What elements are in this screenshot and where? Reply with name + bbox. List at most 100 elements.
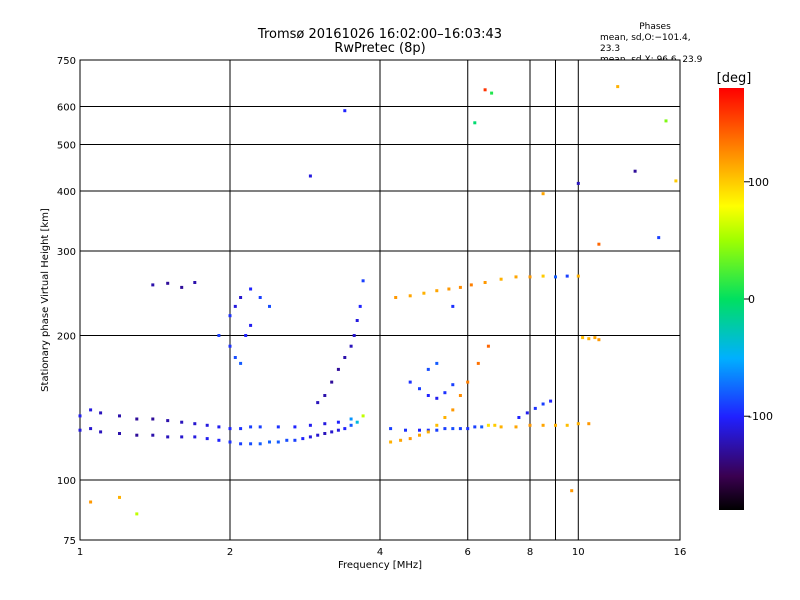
data-point	[517, 416, 521, 419]
data-point	[89, 408, 93, 412]
data-point	[349, 417, 353, 421]
grid-lines	[80, 60, 680, 540]
data-point	[633, 169, 637, 173]
data-point	[349, 344, 353, 348]
colorbar-tick-label: 0	[748, 293, 755, 306]
data-point	[473, 425, 477, 429]
data-point	[78, 428, 82, 432]
data-point	[565, 423, 569, 427]
data-point	[447, 287, 451, 291]
x-tick-label: 1	[77, 547, 83, 558]
data-point	[533, 406, 537, 410]
data-points	[78, 85, 678, 516]
colorbar-unit: [deg]	[717, 71, 752, 86]
data-point	[570, 489, 574, 493]
data-point	[664, 119, 668, 123]
data-point	[293, 438, 297, 442]
data-point	[358, 304, 362, 308]
data-point	[466, 380, 470, 384]
data-point	[151, 283, 155, 287]
data-point	[293, 425, 297, 429]
data-point	[493, 423, 497, 427]
data-point	[118, 495, 121, 499]
data-point	[217, 438, 221, 442]
data-point	[576, 274, 580, 278]
data-point	[576, 422, 580, 426]
title-line-1: Tromsø 20161026 16:02:00–16:03:43	[257, 27, 503, 42]
data-point	[239, 296, 243, 299]
data-point	[239, 442, 243, 446]
data-point	[166, 419, 170, 423]
data-point	[180, 435, 184, 439]
data-point	[323, 394, 327, 397]
data-point	[418, 387, 421, 391]
data-point	[180, 285, 184, 289]
data-point	[426, 428, 430, 432]
data-point	[217, 334, 221, 337]
data-point	[323, 432, 327, 435]
data-point	[193, 435, 197, 439]
y-tick-label: 600	[57, 103, 76, 114]
data-point	[233, 356, 237, 359]
data-point	[541, 274, 545, 278]
data-point	[541, 192, 545, 196]
data-point	[228, 440, 232, 444]
data-point	[249, 442, 253, 446]
data-point	[408, 294, 412, 298]
data-point	[151, 433, 155, 437]
data-point	[268, 440, 271, 444]
data-point	[336, 428, 340, 432]
data-point	[316, 433, 320, 437]
data-point	[581, 336, 585, 340]
data-point	[486, 344, 490, 348]
data-point	[249, 323, 253, 327]
data-point	[476, 361, 480, 365]
colorbar	[719, 88, 744, 510]
data-point	[554, 275, 557, 279]
data-point	[404, 428, 407, 432]
data-point	[469, 283, 473, 287]
data-point	[466, 427, 470, 431]
data-point	[301, 437, 305, 441]
data-point	[244, 334, 248, 337]
data-point	[554, 423, 557, 427]
data-point	[228, 344, 232, 348]
data-point	[239, 427, 243, 431]
x-tick-label: 2	[227, 547, 233, 558]
data-point	[258, 442, 262, 446]
data-point	[443, 391, 447, 395]
data-point	[483, 281, 487, 284]
data-point	[597, 242, 601, 246]
data-point	[228, 427, 232, 431]
data-point	[616, 85, 620, 89]
y-tick-label: 200	[57, 332, 76, 343]
data-point	[135, 433, 139, 437]
data-point	[78, 414, 82, 418]
data-point	[336, 420, 340, 424]
data-point	[389, 427, 393, 431]
data-point	[426, 430, 430, 434]
data-point	[361, 279, 365, 283]
data-point	[228, 314, 232, 318]
y-tick-label: 500	[57, 141, 76, 152]
data-point	[166, 281, 170, 285]
data-point	[587, 422, 591, 426]
data-point	[268, 304, 271, 308]
y-tick-label: 400	[57, 187, 76, 198]
data-point	[276, 440, 280, 444]
data-point	[657, 236, 661, 240]
chart-title: Tromsø 20161026 16:02:00–16:03:43 RwPret…	[200, 28, 560, 56]
data-point	[525, 411, 529, 415]
data-point	[565, 274, 569, 278]
y-tick-label: 300	[57, 247, 76, 258]
data-point	[308, 174, 312, 178]
data-point	[426, 367, 430, 371]
data-point	[308, 435, 312, 439]
data-point	[422, 291, 426, 295]
data-point	[435, 423, 439, 427]
data-point	[276, 425, 280, 429]
data-point	[549, 399, 553, 403]
data-point	[499, 425, 503, 429]
data-point	[343, 356, 347, 359]
data-point	[435, 289, 439, 293]
